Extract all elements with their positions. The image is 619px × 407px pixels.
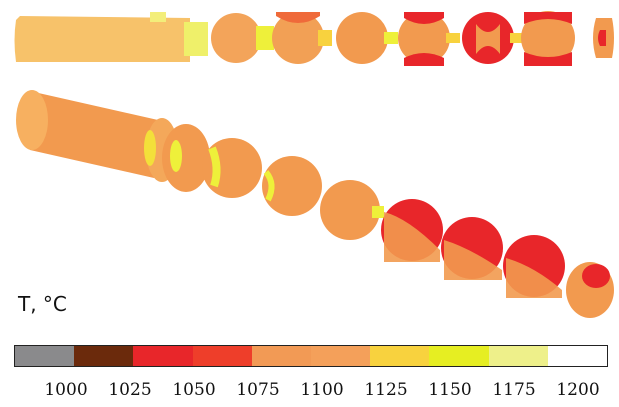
top-neck-2 <box>256 26 274 50</box>
colorbar-segment <box>547 346 608 366</box>
top-neck-3 <box>318 30 332 46</box>
main-cylinder <box>22 92 165 178</box>
colorbar-segment <box>74 346 134 366</box>
colorbar-segment <box>15 346 75 366</box>
tick-label: 1050 <box>172 380 216 400</box>
colorbar-segment <box>370 346 430 366</box>
top-droplet-6 <box>521 11 575 65</box>
perspective-view <box>16 90 614 318</box>
top-droplet-2 <box>272 12 324 64</box>
top-neck-1 <box>184 22 208 56</box>
tick-label: 1075 <box>236 380 280 400</box>
colorbar-tick-labels: 1000 1025 1050 1075 1100 1125 1150 1175 1200 <box>0 380 619 404</box>
top-droplet-3 <box>336 12 388 64</box>
colorbar-segment <box>133 346 193 366</box>
legend-title: T, °C <box>18 292 67 316</box>
tick-label: 1150 <box>428 380 472 400</box>
temperature-field-render <box>14 11 614 318</box>
tick-label: 1025 <box>108 380 152 400</box>
tick-label: 1000 <box>44 380 88 400</box>
top-cylinder <box>14 16 190 62</box>
bulge-1 <box>162 124 210 192</box>
cylinder-end <box>16 90 48 150</box>
top-neck-4 <box>384 32 398 44</box>
top-neck-6 <box>510 33 524 43</box>
top-cylinder-notch <box>150 12 166 22</box>
droplet-2 <box>262 156 322 216</box>
top-droplet-1 <box>211 13 261 63</box>
tick-label: 1175 <box>492 380 536 400</box>
colorbar-segment <box>251 346 312 366</box>
colorbar-segment <box>311 346 371 366</box>
tick-label: 1125 <box>364 380 408 400</box>
droplet-3 <box>320 180 380 240</box>
tick-label: 1100 <box>300 380 344 400</box>
colorbar-segment <box>488 346 548 366</box>
droplet-1 <box>202 138 262 198</box>
top-section-view <box>14 11 614 66</box>
temperature-colorbar <box>14 345 608 367</box>
colorbar-segment <box>429 346 489 366</box>
tick-label: 1200 <box>556 380 600 400</box>
top-droplet-4 <box>398 12 450 64</box>
top-neck-5 <box>446 33 460 43</box>
colorbar-segment <box>192 346 252 366</box>
